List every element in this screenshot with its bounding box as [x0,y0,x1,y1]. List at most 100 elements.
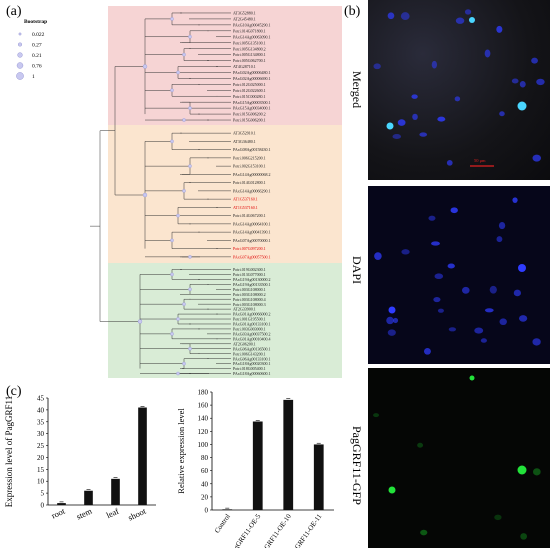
tree-leaf-label: AT3G36480.1 [233,139,256,144]
tree-leaf-label: PAxG10Ag00045290.1 [233,22,271,27]
y-tick-label: 120 [198,428,209,436]
nucleus-spot [431,60,438,69]
bar [138,407,147,505]
x-tick-label: PagGRF11-OE-11 [287,512,323,548]
bootstrap-node [182,361,186,366]
nucleus-spot [420,529,428,536]
nucleus-spot [519,81,526,88]
x-tick-label: root [50,505,67,520]
bootstrap-node [142,64,148,69]
bootstrap-legend-value: 0.022 [32,32,45,38]
tree-leaf-label: PAxG14Ag00000068.2 [233,172,271,177]
nucleus-spot [484,49,491,58]
nucleus-spot [496,25,503,33]
bright-nucleus [517,101,527,111]
nucleus-spot [397,119,406,126]
y-tick-label: 140 [198,415,209,423]
merged-image: 50 μm [368,0,550,180]
tree-leaf-label: Potri.013G077000.1 [233,272,266,277]
bootstrap-node [170,272,174,277]
bright-nucleus [469,17,475,23]
bootstrap-node [188,164,192,168]
tree-leaf-label: PAxG01Ag00133100.1 [233,322,271,327]
bootstrap-node [188,287,192,292]
nucleus-spot [532,154,541,162]
clade-background-pink [108,6,342,125]
tree-leaf-label: AT4G28710.1 [233,64,256,69]
bar [283,399,294,510]
bootstrap-node [188,346,192,351]
y-tick-label: 20 [201,493,209,501]
tree-leaf-label: PAxG18Ag00060600.1 [233,371,271,376]
tree-leaf-label: PAxG02Ag00006480.1 [233,70,271,75]
tree-leaf-label: PAxG07Ag00057500.1 [233,254,271,259]
nucleus-spot [498,221,506,230]
tree-leaf-label: PAxG18Ag00020300.1 [233,361,271,366]
nucleus-spot [511,78,519,84]
tree-leaf-label: Potri.007G097200.1 [233,246,266,251]
bootstrap-node [170,17,174,21]
bar [313,444,324,510]
y-tick-label: 10 [37,478,45,486]
nucleus-spot [392,317,399,324]
y-tick-label: 40 [201,480,209,488]
y-axis-label: Expression level of PagGRF11 [4,396,14,507]
bootstrap-node [182,302,186,306]
nucleus-spot [411,94,418,99]
bootstrap-node [182,118,186,122]
tree-leaf-label: AT3G52880.1 [233,11,256,16]
tree-leaf-label: AT2G33900.1 [233,307,256,312]
merged-label: Merged [350,71,364,109]
tree-leaf-label: Potri.002G153100.1 [233,164,266,169]
bootstrap-node [170,332,174,336]
tree-leaf-label: Potri.018G005400.1 [233,366,266,371]
tree-leaf-label: Potri.003G108000.2 [233,292,266,297]
y-tick-label: 180 [198,389,209,397]
tree-leaf-label: PAxG08Ag00158430.1 [233,147,271,152]
tree-leaf-label: Potri.003G108000.1 [233,287,266,292]
tree-leaf-label: Potri.003G108000.4 [233,297,266,302]
phylogenetic-tree-figure: Bootstrap0.0220.270.210.761AT3G52880.1AT… [4,6,342,548]
tree-leaf-label: Potri.015C000280.1 [233,94,265,99]
nucleus-spot [532,338,541,346]
tree-leaf-label: Potri.006G215200.1 [233,155,266,160]
nucleus-spot [387,12,395,20]
nucleus-spot [400,12,410,21]
bootstrap-legend-marker [16,72,24,80]
nucleus-spot [417,442,424,448]
y-tick-label: 80 [201,454,209,462]
nucleus-spot [373,413,380,418]
bootstrap-node [137,319,143,324]
nucleus-spot [533,468,541,476]
bright-nucleus [388,486,396,494]
nucleus-spot [494,514,502,521]
nucleus-spot [437,116,446,122]
bootstrap-legend-marker [18,42,23,47]
nucleus-spot [474,327,484,334]
gfp-label: PagGRF11-GFP [350,425,364,505]
y-tick-label: 0 [41,502,45,510]
tree-leaf-label: Potri.014G067200.1 [233,213,266,218]
tree-leaf-label: PAxG14Ag00041390.1 [233,230,271,235]
tree-leaf-label: AT2G45480.1 [233,17,256,22]
y-tick-label: 25 [37,442,45,450]
tree-leaf-label: PAxG06Ag00136500.1 [233,346,271,351]
nucleus-spot [386,316,394,325]
tree-leaf-label: Potri.012G025000.1 [233,82,266,87]
nucleus-spot [448,327,457,332]
bootstrap-node [170,139,174,144]
tree-leaf-label: PAxG19Ag00133500.1 [233,282,271,287]
tree-leaf-label: Potri.014G071800.1 [233,28,266,33]
bootstrap-node [176,317,180,321]
tree-leaf-label: PAxG02Ag00006690.1 [233,76,271,81]
nucleus-spot [447,263,455,269]
bootstrap-node [170,88,174,93]
y-tick-label: 100 [198,441,209,449]
nucleus-spot [387,329,396,336]
bar [84,490,93,505]
tree-leaf-label: PAxG15Ag00003500.1 [233,100,271,105]
tree-leaf-label: Potri.012G022600.1 [233,88,266,93]
bright-nucleus [388,306,396,314]
bright-nucleus [518,264,526,272]
nucleus-spot [480,338,487,343]
